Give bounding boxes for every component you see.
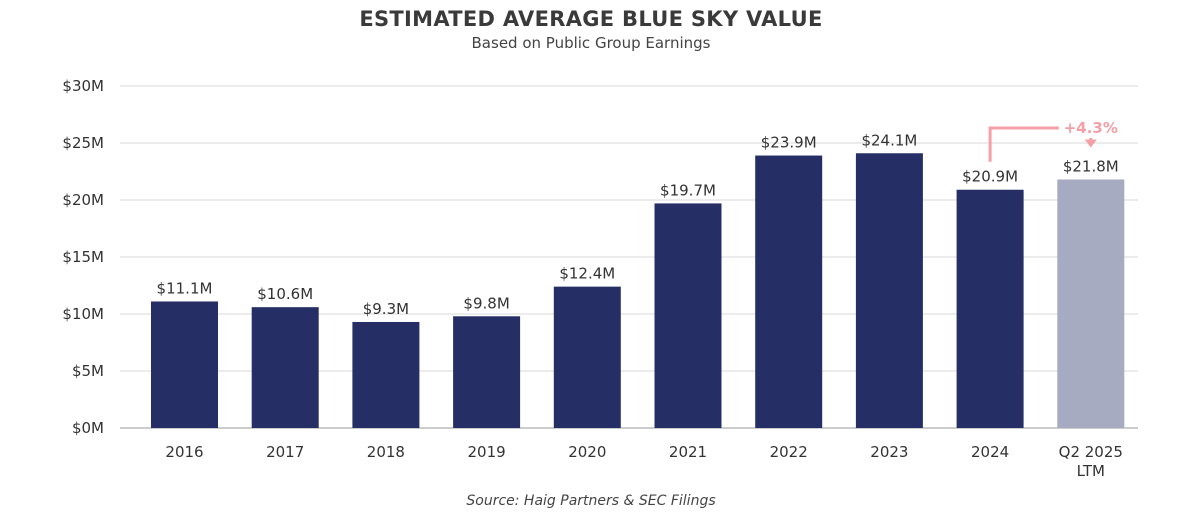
data-label: $11.1M	[157, 279, 213, 297]
x-tick-label: Q2 2025	[1059, 443, 1123, 461]
y-tick-label: $25M	[62, 134, 104, 152]
y-tick-label: $15M	[62, 248, 104, 266]
y-tick-label: $20M	[62, 191, 104, 209]
bars	[151, 153, 1125, 429]
data-label: $9.3M	[363, 300, 409, 318]
y-axis: $0M $5M $10M $15M $20M $25M $30M	[62, 77, 104, 437]
x-tick-label: 2021	[669, 443, 707, 461]
data-label: $24.1M	[861, 131, 917, 149]
bar	[956, 189, 1024, 428]
x-axis: 2016 2017 2018 2019 2020 2021 2022 2023 2024 Q2 2…	[165, 443, 1123, 480]
x-tick-label: 2020	[568, 443, 606, 461]
data-label: $12.4M	[559, 265, 615, 283]
x-tick-label: 2017	[266, 443, 304, 461]
bar	[1057, 179, 1125, 428]
bar-chart: $0M$5M$10M$15M$20M$25M$30M $11.1M $10.6M$…	[62, 77, 1138, 480]
bar	[855, 153, 923, 428]
bar	[352, 321, 420, 428]
bar	[553, 286, 621, 428]
data-label: $19.7M	[660, 181, 716, 199]
bar	[453, 316, 521, 428]
x-tick-label: 2016	[165, 443, 203, 461]
change-annotation: +4.3%	[988, 119, 1118, 162]
bar	[654, 203, 722, 428]
x-tick-label: 2019	[468, 443, 506, 461]
chart-subtitle: Based on Public Group Earnings	[471, 34, 711, 52]
y-tick-label: $10M	[62, 305, 104, 323]
chart-source: Source: Haig Partners & SEC Filings	[466, 493, 716, 509]
annotation-arrow-head	[1084, 139, 1097, 148]
x-tick-label: 2024	[971, 443, 1009, 461]
bar	[151, 301, 218, 428]
data-label: $9.8M	[463, 294, 509, 312]
x-tick-label: 2022	[770, 443, 808, 461]
x-tick-label: 2023	[870, 443, 908, 461]
data-label: $21.8M	[1063, 157, 1119, 175]
annotation-bracket	[988, 126, 1059, 162]
annotation-label: +4.3%	[1064, 119, 1118, 137]
y-tick-label: $30M	[62, 77, 104, 95]
y-tick-label: $5M	[72, 362, 104, 380]
x-tick-label: 2018	[367, 443, 405, 461]
data-label: $20.9M	[962, 168, 1018, 186]
bar	[251, 307, 319, 428]
y-tick-label: $0M	[72, 419, 104, 437]
bar	[755, 155, 823, 429]
x-tick-label: LTM	[1077, 462, 1105, 480]
data-label: $23.9M	[761, 134, 817, 152]
chart-title: ESTIMATED AVERAGE BLUE SKY VALUE	[359, 7, 823, 31]
data-labels: $11.1M $10.6M $9.3M $9.8M $12.4M $19.7M $23.9M…	[157, 131, 1119, 318]
data-label: $10.6M	[257, 285, 313, 303]
